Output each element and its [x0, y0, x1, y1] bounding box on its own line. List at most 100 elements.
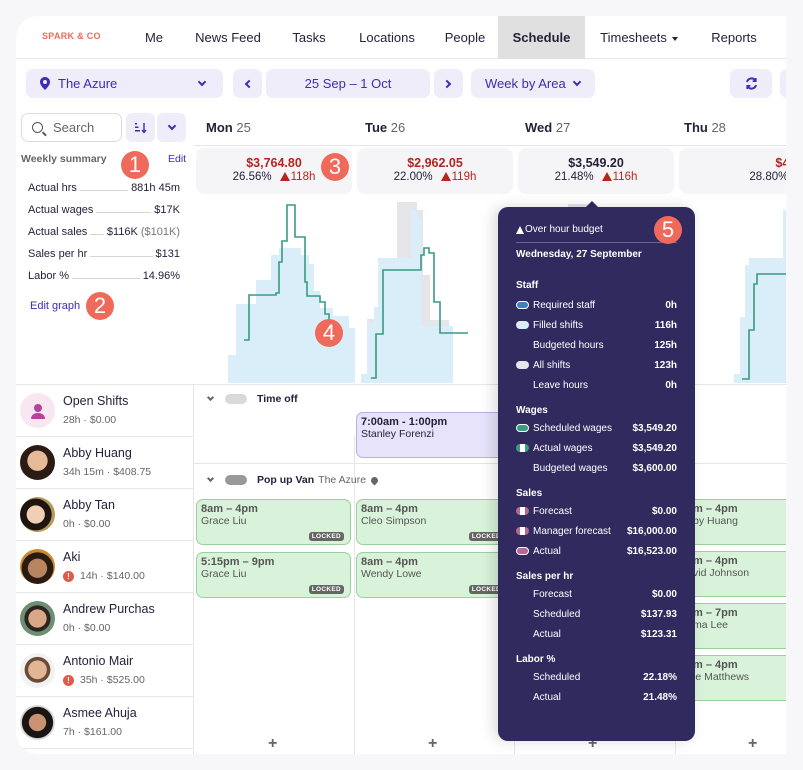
shift-card[interactable]: 8am – 4pm Cleo Simpson LOCKED	[356, 499, 511, 545]
tooltip-label: Actual	[533, 691, 561, 703]
tooltip-value: $0.00	[651, 588, 677, 600]
tooltip-row: Actual 21.48%	[516, 687, 677, 707]
day-num: 28	[711, 120, 726, 135]
nav-news-feed[interactable]: News Feed	[195, 30, 261, 45]
more-toolbar-button[interactable]	[780, 69, 786, 98]
person-meta: 7h · $161.00	[63, 726, 122, 738]
location-select[interactable]: The Azure	[26, 69, 223, 98]
tooltip-label: Forecast	[533, 588, 572, 600]
tooltip-label: Scheduled wages	[533, 422, 612, 434]
location-label: The Azure	[58, 76, 118, 91]
area-header-pop-up-van[interactable]: Pop up Van The Azure	[194, 466, 380, 494]
brand-logo[interactable]: SPARK & CO	[42, 31, 101, 41]
day-graph-tue[interactable]	[357, 196, 517, 383]
shift-card[interactable]: 5:15pm – 9pm Grace Liu LOCKED	[196, 552, 351, 598]
person-row[interactable]: Asmee Ahuja 7h · $161.00	[16, 697, 194, 749]
summary-row: Actual sales $116K ($101K)	[28, 226, 180, 238]
time-off-entry[interactable]: 7:00am - 1:00pm Stanley Forenzi	[356, 412, 514, 458]
day-name: Wed	[525, 120, 553, 135]
shift-person: Wendy Lowe	[361, 568, 422, 580]
date-range-picker[interactable]: 25 Sep – 1 Oct	[266, 69, 430, 98]
shift-card[interactable]: m – 4pm by Huang	[677, 499, 786, 545]
chevron-right-icon	[442, 79, 452, 88]
shift-card[interactable]: m – 4pm vid Johnson	[677, 551, 786, 597]
day-graph-thu[interactable]	[679, 196, 786, 383]
callout-badge-5: 5	[654, 216, 682, 244]
shift-time: m – 4pm	[693, 503, 738, 515]
add-shift-button-tue[interactable]: +	[428, 735, 438, 752]
person-row[interactable]: Andrew Purchas 0h · $0.00	[16, 593, 194, 645]
prev-week-button[interactable]	[233, 69, 262, 98]
add-shift-button-wed[interactable]: +	[588, 735, 598, 752]
tooltip-value: $16,000.00	[626, 525, 677, 537]
tooltip-label: Filled shifts	[533, 319, 584, 331]
tooltip-row: Scheduled 22.18%	[516, 667, 677, 687]
tooltip-section-title: Staff	[516, 280, 539, 291]
shift-time: 8am – 4pm	[361, 503, 418, 515]
person-name: Asmee Ahuja	[63, 706, 137, 720]
person-row[interactable]: Abby Tan 0h · $0.00	[16, 489, 194, 541]
divider	[193, 384, 194, 754]
refresh-button[interactable]	[730, 69, 772, 98]
next-week-button[interactable]	[434, 69, 463, 98]
shift-card[interactable]: 8am – 4pm Wendy Lowe LOCKED	[356, 552, 511, 598]
nav-tasks[interactable]: Tasks	[292, 30, 326, 45]
callout-badge-1: 1	[121, 151, 149, 179]
shift-person: by Huang	[693, 515, 738, 527]
add-shift-button-thu[interactable]: +	[748, 735, 758, 752]
person-row[interactable]: Open Shifts 28h · $0.00	[16, 385, 194, 437]
nav-me[interactable]: Me	[144, 30, 164, 45]
tooltip-value: $3,549.20	[632, 442, 678, 454]
person-row[interactable]: Antonio Mair ! 35h · $525.00	[16, 645, 194, 697]
day-summary-card-wed[interactable]: $3,549.20 21.48% 116h	[518, 148, 674, 194]
view-select[interactable]: Week by Area	[471, 69, 595, 98]
search-input[interactable]: Search	[21, 113, 122, 142]
divider	[516, 242, 677, 243]
day-summary-card-thu[interactable]: $4,864.88 28.80%147h	[679, 148, 786, 194]
area-color-toggle[interactable]	[225, 475, 247, 485]
day-summary-card-tue[interactable]: $2,962.05 22.00% 119h	[357, 148, 513, 194]
tooltip-value: 22.18%	[643, 671, 677, 683]
shift-person: ie Matthews	[693, 671, 750, 683]
divider	[194, 145, 786, 146]
tooltip-label: Actual	[533, 545, 561, 557]
person-meta: 0h · $0.00	[63, 518, 111, 530]
nav-schedule[interactable]: Schedule	[498, 16, 585, 59]
tooltip-warning: Over hour budget	[525, 224, 603, 235]
day-wages: $3,764.80	[246, 156, 302, 170]
weekly-summary-edit-link[interactable]: Edit	[168, 153, 187, 165]
tooltip-row: Scheduled wages $3,549.20	[516, 418, 677, 438]
leader-line	[90, 234, 104, 235]
tooltip-row: Filled shifts 116h	[516, 315, 677, 335]
shift-person: ma Lee	[693, 619, 729, 631]
tooltip-value: 125h	[654, 339, 677, 351]
filter-dropdown-button[interactable]	[157, 113, 186, 142]
divider	[194, 463, 786, 464]
area-color-toggle[interactable]	[225, 394, 247, 404]
nav-people[interactable]: People	[444, 30, 486, 45]
tooltip-value: 0h	[665, 379, 677, 391]
search-icon	[32, 122, 43, 133]
nav-reports[interactable]: Reports	[711, 30, 757, 45]
shift-person: Cleo Simpson	[361, 515, 427, 527]
edit-graph-link[interactable]: Edit graph	[30, 300, 81, 312]
person-row[interactable]: Aki ! 14h · $140.00	[16, 541, 194, 593]
day-graph-mon[interactable]	[196, 196, 356, 383]
nav-locations[interactable]: Locations	[359, 30, 415, 45]
tooltip-label: Budgeted hours	[533, 339, 604, 351]
window-edge	[786, 0, 803, 770]
person-row[interactable]: Abby Huang 34h 15m · $408.75	[16, 437, 194, 489]
summary-value: $116K	[106, 226, 138, 238]
area-header-time-off[interactable]: Time off	[194, 385, 298, 413]
leader-line	[79, 190, 129, 191]
person-name: Abby Huang	[63, 446, 132, 460]
summary-value: 14.96%	[142, 270, 180, 282]
legend-swatch-icon	[516, 321, 529, 329]
sort-button[interactable]	[126, 113, 155, 142]
day-num: 25	[236, 120, 251, 135]
locked-badge: LOCKED	[468, 585, 504, 594]
add-shift-button-mon[interactable]: +	[268, 735, 278, 752]
shift-card[interactable]: 8am – 4pm Grace Liu LOCKED	[196, 499, 351, 545]
nav-timesheets[interactable]: Timesheets	[594, 16, 684, 59]
shift-person: Grace Liu	[201, 515, 247, 527]
